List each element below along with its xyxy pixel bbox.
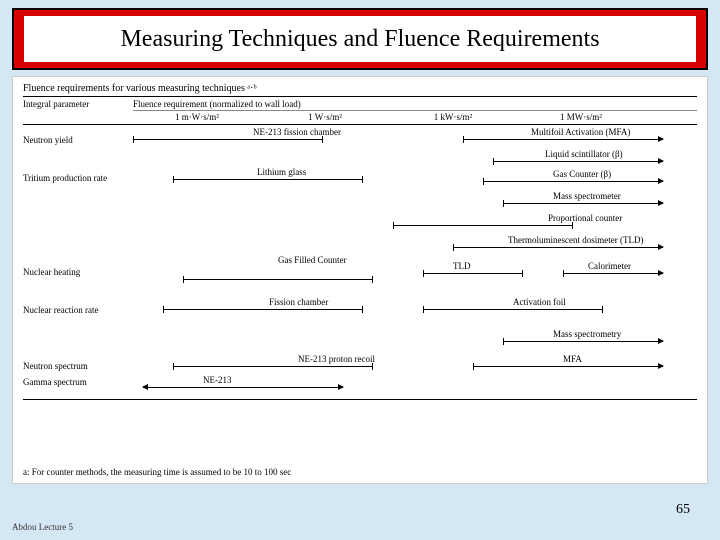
range-calorimeter — [563, 273, 663, 274]
range-tld — [423, 273, 523, 274]
footnote: a: For counter methods, the measuring ti… — [23, 467, 291, 477]
label-fission-chamber: Fission chamber — [269, 297, 328, 307]
units-row: 1 m·W·s/m² 1 W·s/m² 1 kW·s/m² 1 MW·s/m² — [133, 112, 697, 122]
rule-mid — [23, 124, 697, 125]
label-ne213-recoil: NE-213 proton recoil — [298, 354, 375, 364]
range-gas-filled — [183, 279, 373, 280]
param-reaction: Nuclear reaction rate — [23, 305, 133, 315]
param-tritium: Tritium production rate — [23, 173, 133, 183]
header-req: Fluence requirement (normalized to wall … — [133, 99, 697, 109]
label-liquid-scint: Liquid scintillator (β) — [545, 149, 623, 159]
label-tld-dosimeter: Thermoluminescent dosimeter (TLD) — [508, 235, 643, 245]
label-mass-spec: Mass spectrometer — [553, 191, 621, 201]
range-ne213-fission — [133, 139, 323, 140]
unit-3: 1 MW·s/m² — [517, 112, 645, 122]
chart-area: Neutron yield NE-213 fission chamber Mul… — [23, 129, 697, 419]
header-param: Integral parameter — [23, 99, 133, 109]
range-activation-foil — [423, 309, 603, 310]
footer-name: Abdou Lecture 5 — [12, 522, 73, 532]
label-mass-spec2: Mass spectrometry — [553, 329, 621, 339]
range-liquid-scint — [493, 161, 663, 162]
label-ne213: NE-213 — [203, 375, 232, 385]
range-mfa — [473, 366, 663, 367]
label-calorimeter: Calorimeter — [588, 261, 631, 271]
page-number: 65 — [676, 502, 690, 518]
range-fission-chamber — [163, 309, 363, 310]
range-mass-spec2 — [503, 341, 663, 342]
label-gas-filled: Gas Filled Counter — [278, 255, 347, 265]
label-ne213-fission: NE-213 fission chamber — [253, 127, 341, 137]
label-mfa: MFA — [563, 354, 582, 364]
header-row: Integral parameter Fluence requirement (… — [23, 99, 697, 109]
slide-title: Measuring Techniques and Fluence Require… — [44, 24, 676, 54]
label-prop-counter: Proportional counter — [548, 213, 622, 223]
param-neutron-yield: Neutron yield — [23, 135, 133, 145]
range-ne213 — [143, 387, 343, 388]
label-gas-counter: Gas Counter (β) — [553, 169, 611, 179]
title-box: Measuring Techniques and Fluence Require… — [12, 8, 708, 70]
range-multifoil — [463, 139, 663, 140]
range-prop-counter — [393, 225, 573, 226]
table-caption: Fluence requirements for various measuri… — [23, 83, 697, 94]
range-gas-counter — [483, 181, 663, 182]
range-tld-dosimeter — [453, 247, 663, 248]
range-mass-spec — [503, 203, 663, 204]
label-multifoil: Multifoil Activation (MFA) — [531, 127, 630, 137]
param-heating: Nuclear heating — [23, 267, 133, 277]
range-lithium-glass — [173, 179, 363, 180]
unit-2: 1 kW·s/m² — [389, 112, 517, 122]
param-nspectrum: Neutron spectrum — [23, 361, 133, 371]
rule-bottom — [23, 399, 697, 400]
param-gspectrum: Gamma spectrum — [23, 377, 133, 387]
label-tld: TLD — [453, 261, 471, 271]
content-panel: Fluence requirements for various measuri… — [12, 76, 708, 484]
title-inner: Measuring Techniques and Fluence Require… — [24, 16, 696, 62]
label-activation-foil: Activation foil — [513, 297, 566, 307]
unit-0: 1 m·W·s/m² — [133, 112, 261, 122]
label-lithium-glass: Lithium glass — [257, 167, 306, 177]
rule-top — [23, 96, 697, 97]
rule-sub — [133, 110, 697, 111]
unit-1: 1 W·s/m² — [261, 112, 389, 122]
range-ne213-recoil — [173, 366, 373, 367]
